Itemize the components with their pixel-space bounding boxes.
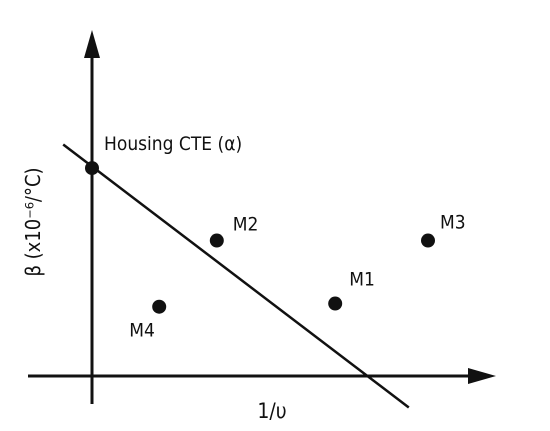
data-point-label-housing: Housing CTE (α) bbox=[104, 133, 242, 155]
data-point-m3 bbox=[421, 233, 435, 248]
data-point-m4 bbox=[152, 299, 167, 314]
data-point-m1 bbox=[328, 296, 343, 311]
data-point-label-m1: M1 bbox=[349, 269, 375, 291]
data-point-label-m2: M2 bbox=[233, 214, 259, 236]
y-axis-arrowhead bbox=[84, 30, 100, 58]
y-axis-label: β (x10⁻⁶/°C) bbox=[21, 167, 45, 276]
axes bbox=[28, 30, 496, 404]
trend-line bbox=[62, 143, 410, 409]
data-point-m2 bbox=[209, 233, 224, 248]
data-point-housing bbox=[85, 161, 99, 176]
x-axis-arrowhead bbox=[468, 368, 496, 384]
data-points: Housing CTE (α) M2 M1 M3 M4 bbox=[85, 133, 466, 342]
data-point-label-m3: M3 bbox=[440, 212, 466, 234]
data-point-label-m4: M4 bbox=[129, 320, 155, 342]
x-axis-label: 1/υ bbox=[257, 399, 286, 423]
